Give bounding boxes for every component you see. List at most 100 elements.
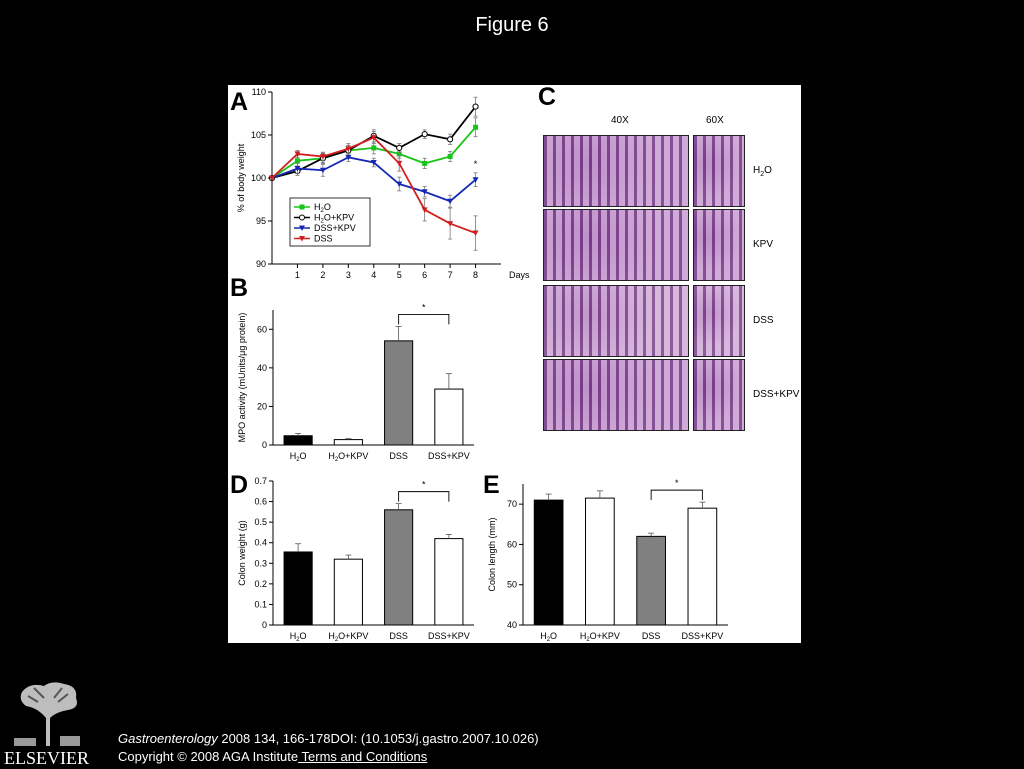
histology-panel: 40X 60X C H2O KPV DSS DSS+KPV xyxy=(538,85,799,435)
bar-d-0 xyxy=(283,551,313,626)
figure-panel: A 90 95 100 105 110 1 2 3 4 5 6 7 8 Days % of body weig… xyxy=(228,85,801,643)
tick-label-a-x: 1 xyxy=(295,270,300,280)
point-marker xyxy=(294,151,301,157)
tick-label-b-y: 60 xyxy=(257,324,267,334)
legend-label-dss: DSS xyxy=(314,234,333,244)
point-marker xyxy=(345,146,352,152)
tick-label-a-x: 5 xyxy=(397,270,402,280)
axis-e-ylabel: Colon length (mm) xyxy=(487,517,497,591)
tick-label-e-y: 70 xyxy=(507,499,517,509)
tick-label-a-x: 3 xyxy=(346,270,351,280)
significance-bracket-b xyxy=(398,313,450,325)
tick-label-b-y: 40 xyxy=(257,363,267,373)
histology-row-label-1: KPV xyxy=(753,239,774,250)
category-label-e-0: H2O xyxy=(540,631,557,643)
col-head-40x: 40X xyxy=(611,115,629,126)
bar-e-0 xyxy=(533,499,564,626)
tick-label-a-x: 7 xyxy=(448,270,453,280)
elsevier-tree-logo xyxy=(8,678,88,766)
tick-label-a-y: 105 xyxy=(251,130,266,140)
point-marker xyxy=(269,175,275,181)
point-marker xyxy=(370,160,377,166)
citation-line: Gastroenterology 2008 134, 166-178DOI: (… xyxy=(118,730,539,748)
bar-b-2 xyxy=(384,340,414,446)
tick-label-a-y: 95 xyxy=(256,216,266,226)
point-marker xyxy=(319,154,326,160)
category-label-b-0: H2O xyxy=(290,451,307,463)
tick-label-d-y: 0.4 xyxy=(254,538,267,548)
citation-footer: Gastroenterology 2008 134, 166-178DOI: (… xyxy=(118,730,539,766)
copyright-line: Copyright © 2008 AGA Institute Terms and… xyxy=(118,748,539,766)
point-marker xyxy=(294,158,300,164)
bar-b-3 xyxy=(434,388,464,446)
histology-image-kpv-60x xyxy=(693,209,745,281)
point-marker xyxy=(371,145,377,151)
axis-a-xlabel: Days xyxy=(509,270,530,280)
axis-a-ylabel: % of body weight xyxy=(236,143,246,212)
point-marker xyxy=(396,144,403,152)
tick-label-a-y: 90 xyxy=(256,259,266,269)
significance-bracket-e xyxy=(650,489,703,501)
bar-e-2 xyxy=(636,535,666,626)
tick-label-d-y: 0.2 xyxy=(254,579,267,589)
tick-label-d-y: 0 xyxy=(262,620,267,630)
tick-label-e-y: 40 xyxy=(507,620,517,630)
point-marker xyxy=(421,207,428,213)
tick-label-a-x: 8 xyxy=(473,270,478,280)
legend-label-h2o+kpv: H2O+KPV xyxy=(314,213,354,225)
bar-d-1 xyxy=(333,558,363,626)
tick-label-b-y: 20 xyxy=(257,401,267,411)
tick-label-d-y: 0.6 xyxy=(254,497,267,507)
bar-e-3 xyxy=(687,507,718,626)
histology-image-dss-kpv-60x xyxy=(693,359,745,431)
legend-marker xyxy=(299,236,305,242)
bar-b-0 xyxy=(283,435,313,446)
axis-d-ylabel: Colon weight (g) xyxy=(237,520,247,586)
significance-star-b: * xyxy=(422,302,426,312)
tick-label-e-y: 60 xyxy=(507,539,517,549)
point-marker xyxy=(345,154,352,161)
point-marker xyxy=(447,198,454,205)
point-marker xyxy=(396,151,402,157)
copyright-text: Copyright © 2008 AGA Institute xyxy=(118,749,299,764)
panel-label-d: D xyxy=(230,471,248,499)
category-label-d-0: H2O xyxy=(290,631,307,643)
histology-row-label-0: H2O xyxy=(753,165,772,178)
tick-label-a-y: 110 xyxy=(252,87,266,97)
tick-label-b-y: 0 xyxy=(262,440,267,450)
point-marker xyxy=(421,131,428,138)
histology-image-h2o-60x xyxy=(693,135,745,207)
tick-label-d-y: 0.3 xyxy=(254,558,267,568)
axis-b-ylabel: MPO activity (mUnits/μg protein) xyxy=(237,313,247,443)
journal-name: Gastroenterology xyxy=(118,731,218,746)
tick-label-a-x: 4 xyxy=(371,270,376,280)
histology-image-h2o-40x xyxy=(543,135,689,207)
bar-b-1 xyxy=(333,439,363,446)
histology-row-label-2: DSS xyxy=(753,315,774,326)
point-marker xyxy=(447,154,453,159)
category-label-e-2: DSS xyxy=(642,631,661,641)
charts-svg: A 90 95 100 105 110 1 2 3 4 5 6 7 8 Days % of body weig… xyxy=(230,87,728,643)
col-head-60x: 60X xyxy=(706,115,724,126)
point-marker xyxy=(472,230,479,237)
point-marker xyxy=(294,166,301,172)
legend-label-h2o: H2O xyxy=(314,202,331,214)
histology-image-dss-kpv-40x xyxy=(543,359,689,431)
tick-label-d-y: 0.5 xyxy=(254,517,267,527)
figure-title: Figure 6 xyxy=(475,14,549,36)
category-label-b-1: H2O+KPV xyxy=(328,451,368,463)
terms-link[interactable]: Terms and Conditions xyxy=(298,749,428,764)
category-label-d-3: DSS+KPV xyxy=(428,631,470,641)
tick-label-a-x: 6 xyxy=(422,270,427,280)
point-marker xyxy=(472,103,479,110)
citation-text: 2008 134, 166-178DOI: (10.1053/j.gastro.… xyxy=(217,731,539,746)
point-marker xyxy=(396,181,403,188)
elsevier-logo-text: ELSEVIER xyxy=(4,748,89,768)
histology-image-dss-60x xyxy=(693,285,745,357)
bar-d-3 xyxy=(434,538,464,626)
point-marker xyxy=(473,124,479,130)
bar-d-2 xyxy=(384,509,414,626)
significance-star-d: * xyxy=(422,480,426,490)
panel-label-b: B xyxy=(230,274,248,302)
tick-label-a-x: 2 xyxy=(320,270,325,280)
